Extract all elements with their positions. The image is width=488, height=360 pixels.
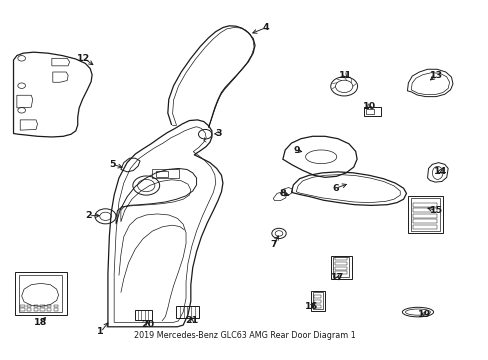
Bar xyxy=(312,292,323,309)
Bar xyxy=(407,196,442,233)
Text: 10: 10 xyxy=(362,102,375,111)
Text: 16: 16 xyxy=(305,302,318,311)
Text: 3: 3 xyxy=(214,129,221,138)
Text: 7: 7 xyxy=(269,240,276,249)
Text: 19: 19 xyxy=(417,310,430,319)
Bar xyxy=(20,308,24,311)
Bar xyxy=(332,257,349,277)
Text: 4: 4 xyxy=(262,23,269,32)
Text: 9: 9 xyxy=(293,146,300,155)
Text: 11: 11 xyxy=(338,71,351,80)
Text: 8: 8 xyxy=(279,189,285,198)
Bar xyxy=(334,262,346,265)
Bar xyxy=(47,305,51,307)
Bar xyxy=(27,308,31,311)
Bar xyxy=(20,305,24,307)
Text: 2019 Mercedes-Benz GLC63 AMG Rear Door Diagram 1: 2019 Mercedes-Benz GLC63 AMG Rear Door D… xyxy=(133,332,355,341)
Bar xyxy=(412,203,436,207)
Bar xyxy=(34,305,38,307)
Bar xyxy=(366,109,373,114)
Bar xyxy=(412,208,436,212)
Text: 1: 1 xyxy=(97,328,104,336)
Bar xyxy=(41,308,44,311)
Text: 15: 15 xyxy=(429,206,442,215)
Text: 14: 14 xyxy=(433,167,447,176)
Bar xyxy=(47,308,51,311)
Bar xyxy=(334,267,346,270)
Bar xyxy=(313,305,321,308)
Bar xyxy=(19,275,62,312)
Bar xyxy=(334,271,346,274)
Bar xyxy=(135,310,152,320)
Bar xyxy=(412,214,436,218)
Text: 2: 2 xyxy=(85,211,92,220)
Bar xyxy=(152,170,179,178)
Bar xyxy=(54,308,58,311)
Text: 17: 17 xyxy=(331,273,344,282)
Bar xyxy=(412,225,436,229)
Bar xyxy=(41,305,44,307)
Bar xyxy=(54,305,58,307)
Bar xyxy=(27,305,31,307)
Bar xyxy=(313,295,321,298)
Bar xyxy=(16,272,67,315)
Bar xyxy=(156,171,167,177)
Text: 13: 13 xyxy=(429,71,442,80)
Text: 5: 5 xyxy=(109,160,116,169)
Bar xyxy=(412,219,436,223)
Text: 21: 21 xyxy=(185,316,198,325)
Bar xyxy=(313,300,321,303)
Text: 6: 6 xyxy=(331,184,338,193)
Bar xyxy=(334,257,346,260)
Text: 20: 20 xyxy=(141,320,154,329)
Bar xyxy=(410,198,439,231)
Bar xyxy=(310,291,325,311)
Bar xyxy=(364,107,380,116)
Bar xyxy=(176,306,199,318)
Bar xyxy=(34,308,38,311)
Text: 18: 18 xyxy=(34,318,47,327)
Bar xyxy=(330,256,351,279)
Text: 12: 12 xyxy=(77,54,90,63)
